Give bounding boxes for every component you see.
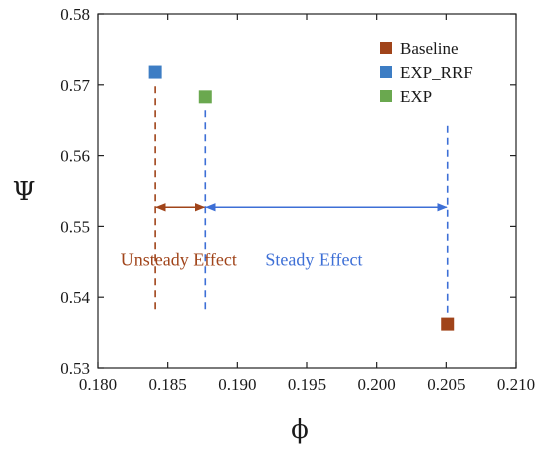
legend-marker [380,90,392,102]
legend-marker [380,66,392,78]
y-tick-label: 0.58 [60,5,90,24]
x-tick-label: 0.205 [427,375,465,394]
x-tick-label: 0.195 [288,375,326,394]
y-tick-label: 0.57 [60,76,90,95]
reference-lines [154,81,449,313]
data-point-exp [198,90,212,104]
data-point-baseline [441,317,455,331]
x-axis-title: ϕ [291,415,309,445]
legend-label: Baseline [400,39,459,58]
annotations: Unsteady Effect Steady Effect [121,203,448,269]
x-tick-label: 0.180 [79,375,117,394]
data-point-exp-rrf [148,65,162,79]
legend-marker [380,42,392,54]
legend-label: EXP_RRF [400,63,473,82]
x-tick-label: 0.200 [358,375,396,394]
annotation-label: Unsteady Effect [121,249,237,269]
y-tick-label: 0.53 [60,359,90,378]
y-tick-label: 0.56 [60,147,90,166]
x-tick-label: 0.210 [497,375,535,394]
y-tick-label: 0.54 [60,288,90,307]
x-tick-label: 0.190 [218,375,256,394]
x-tick-label: 0.185 [149,375,187,394]
y-tick-label: 0.55 [60,217,90,236]
legend: Baseline EXP_RRF EXP [380,39,473,106]
data-points [148,65,455,331]
legend-label: EXP [400,87,432,106]
annotation-label: Steady Effect [265,249,362,269]
y-axis-title: Ψ [13,177,36,207]
y-axis-ticks: 0.53 0.54 0.55 0.56 0.57 0.58 [60,5,516,378]
x-axis-ticks: 0.180 0.185 0.190 0.195 0.200 0.205 0.210 [79,14,535,394]
